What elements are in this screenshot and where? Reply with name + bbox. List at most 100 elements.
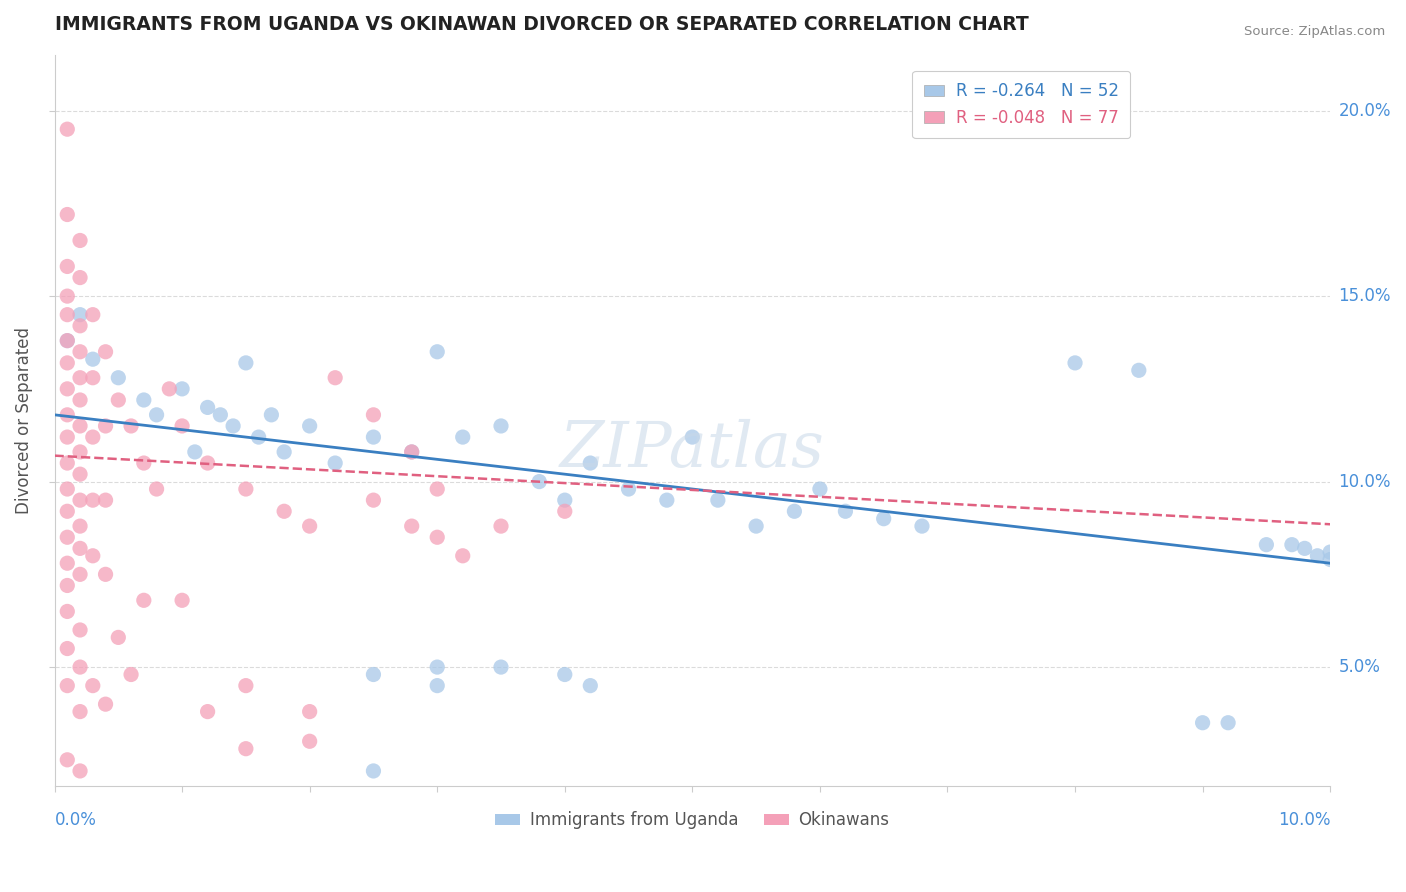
Point [529,475,551,489]
Point [69,392,91,407]
Point [82,493,104,508]
Point [426,344,449,359]
Point [56,530,79,544]
Text: 0.0%: 0.0% [55,811,97,829]
Point [197,401,219,415]
Point [69,493,91,508]
Point [94,697,117,711]
Point [707,493,730,508]
Point [873,511,896,525]
Point [69,370,91,384]
Point [617,482,640,496]
Point [1294,541,1316,556]
Point [107,370,129,384]
Point [82,352,104,367]
Point [56,679,79,693]
Y-axis label: Divorced or Separated: Divorced or Separated [15,326,32,514]
Point [197,705,219,719]
Point [363,667,385,681]
Point [323,370,346,384]
Point [401,519,423,533]
Point [69,318,91,333]
Point [363,408,385,422]
Point [132,593,155,607]
Point [363,764,385,778]
Legend: Immigrants from Uganda, Okinawans: Immigrants from Uganda, Okinawans [488,805,896,836]
Point [273,504,295,518]
Point [579,679,602,693]
Point [56,604,79,618]
Point [69,567,91,582]
Point [69,344,91,359]
Point [273,445,295,459]
Point [94,419,117,434]
Point [911,519,934,533]
Point [120,419,142,434]
Point [56,408,79,422]
Point [56,260,79,274]
Point [120,667,142,681]
Point [82,430,104,444]
Point [745,519,768,533]
Point [184,445,207,459]
Point [247,430,270,444]
Point [94,493,117,508]
Point [56,382,79,396]
Point [56,641,79,656]
Point [145,482,167,496]
Point [82,370,104,384]
Point [172,593,194,607]
Point [94,344,117,359]
Point [1319,552,1341,566]
Point [56,482,79,496]
Point [132,456,155,470]
Text: 5.0%: 5.0% [1339,658,1381,676]
Point [56,308,79,322]
Point [56,456,79,470]
Point [172,419,194,434]
Point [1306,549,1329,563]
Point [298,419,321,434]
Text: Source: ZipAtlas.com: Source: ZipAtlas.com [1244,25,1385,38]
Point [107,631,129,645]
Point [1128,363,1150,377]
Point [235,679,257,693]
Text: 15.0%: 15.0% [1339,287,1391,305]
Point [554,493,576,508]
Point [145,408,167,422]
Point [489,419,512,434]
Point [222,419,245,434]
Point [1216,715,1239,730]
Point [298,519,321,533]
Point [69,541,91,556]
Point [56,430,79,444]
Point [69,234,91,248]
Point [783,504,806,518]
Point [451,549,474,563]
Point [56,753,79,767]
Point [82,308,104,322]
Point [681,430,703,444]
Text: 10.0%: 10.0% [1278,811,1330,829]
Point [82,549,104,563]
Point [323,456,346,470]
Point [69,623,91,637]
Point [426,530,449,544]
Point [554,504,576,518]
Point [172,382,194,396]
Point [56,122,79,136]
Point [401,445,423,459]
Point [834,504,856,518]
Point [69,764,91,778]
Point [69,467,91,482]
Point [655,493,678,508]
Point [489,519,512,533]
Point [235,482,257,496]
Point [209,408,232,422]
Point [451,430,474,444]
Point [489,660,512,674]
Point [82,679,104,693]
Point [298,705,321,719]
Point [1319,545,1341,559]
Point [197,456,219,470]
